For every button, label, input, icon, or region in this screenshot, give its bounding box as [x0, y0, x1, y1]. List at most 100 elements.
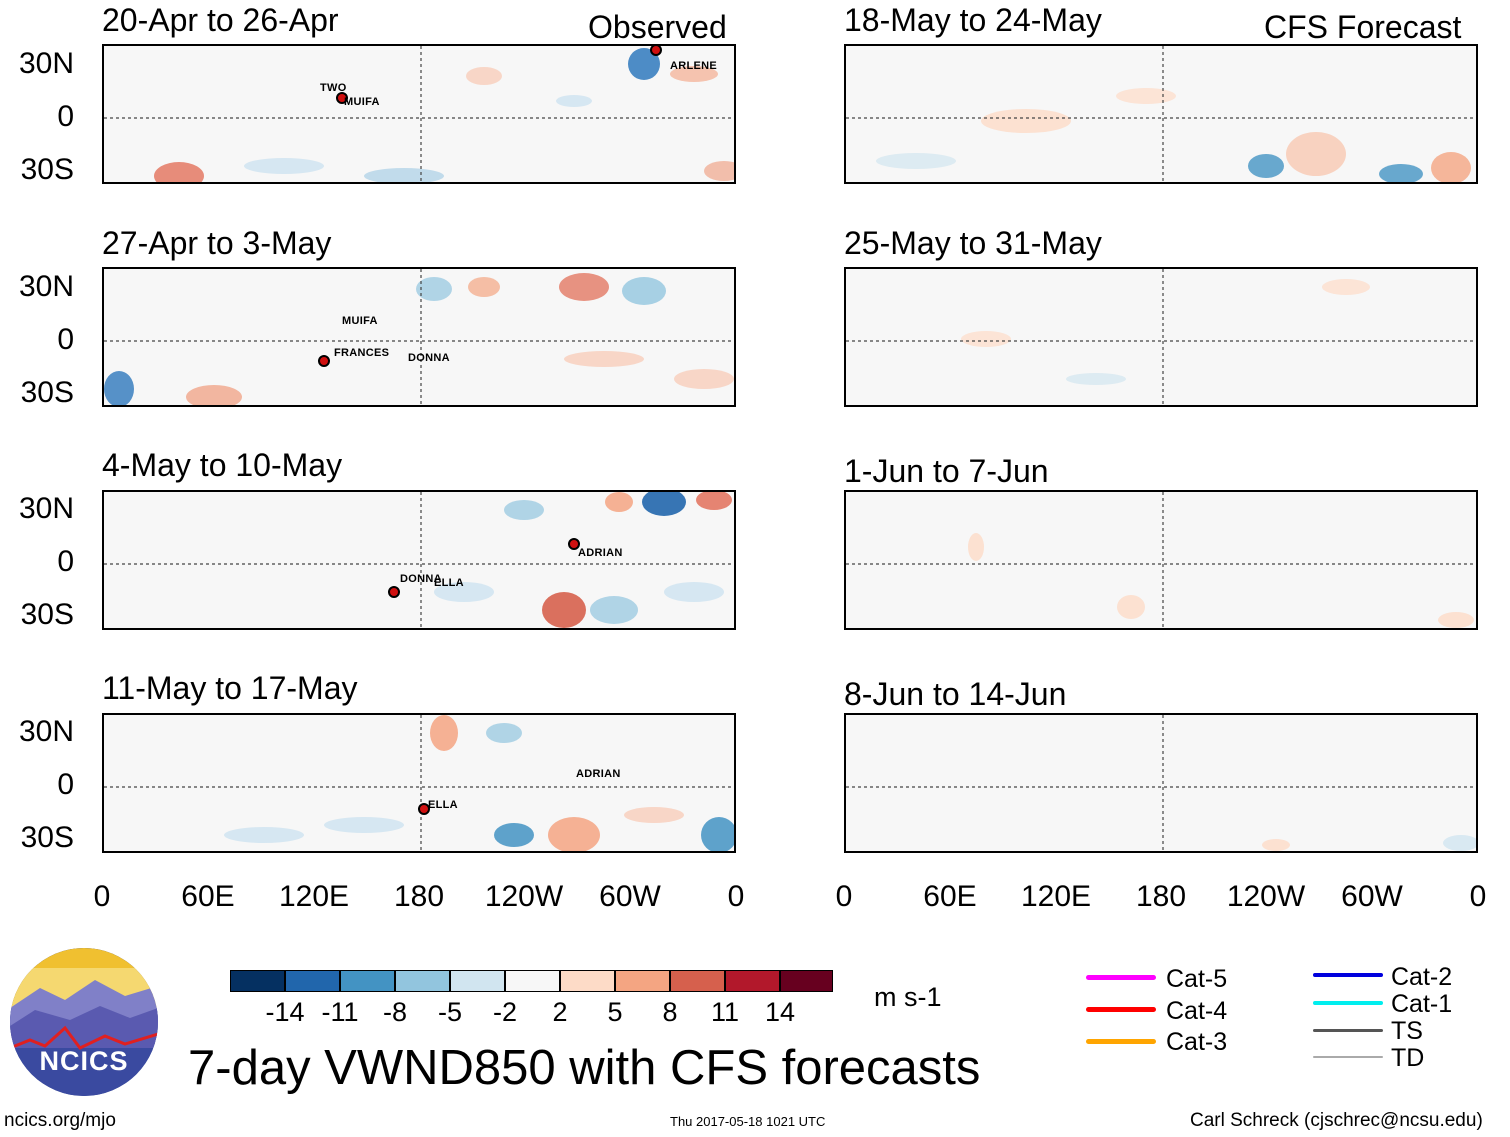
- legend-line-cat3: [1086, 1039, 1156, 1044]
- ncics-logo: NCICS: [10, 948, 158, 1096]
- observed-header: Observed: [588, 9, 727, 45]
- x-tick-180: 180: [393, 880, 445, 913]
- x-tick-120e: 120E: [278, 880, 350, 913]
- wind-anomaly-field: [104, 269, 734, 405]
- colorbar-label: 8: [662, 997, 678, 1027]
- map-panel-obs-4: ADRIAN ELLA: [102, 713, 736, 853]
- storm-label-adrian: ADRIAN: [576, 768, 621, 780]
- y-tick-0: 0: [57, 323, 74, 356]
- x-tick-60e: 60E: [181, 880, 235, 913]
- storm-marker: [418, 803, 430, 815]
- storm-marker: [650, 46, 662, 56]
- colorbar-swatch: [780, 970, 833, 992]
- colorbar-swatch: [505, 970, 560, 992]
- colorbar-swatch: [230, 970, 285, 992]
- x-tick-0: 0: [727, 880, 745, 913]
- colorbar-swatch: [395, 970, 450, 992]
- colorbar-label: 2: [552, 997, 568, 1027]
- y-tick-30n: 30N: [18, 715, 74, 748]
- colorbar-label: -11: [321, 997, 359, 1027]
- panel-title-obs-2: 27-Apr to 3-May: [102, 225, 332, 261]
- x-tick-60w: 60W: [1341, 880, 1403, 913]
- x-tick-60e: 60E: [923, 880, 977, 913]
- x-tick-120e: 120E: [1020, 880, 1092, 913]
- storm-marker: [318, 355, 330, 367]
- x-tick-60w: 60W: [599, 880, 661, 913]
- legend-line-cat1: [1313, 1001, 1383, 1005]
- storm-label-two: TWO: [320, 82, 347, 94]
- legend-label-cat1: Cat-1: [1391, 990, 1453, 1018]
- storm-label-ella: ELLA: [428, 799, 458, 811]
- forecast-header: CFS Forecast: [1264, 9, 1462, 45]
- wind-anomaly-field: [846, 715, 1476, 851]
- map-panel-fc-3: [844, 490, 1478, 630]
- storm-label-frances: FRANCES: [334, 347, 390, 359]
- storm-marker: [336, 92, 348, 104]
- x-tick-180: 180: [1135, 880, 1187, 913]
- colorbar-swatch: [725, 970, 780, 992]
- y-tick-30s: 30S: [20, 376, 74, 409]
- x-tick-0: 0: [93, 880, 111, 913]
- footer-timestamp: Thu 2017-05-18 1021 UTC: [670, 1114, 826, 1129]
- map-panel-fc-1: [844, 44, 1478, 184]
- panel-title-fc-2: 25-May to 31-May: [844, 225, 1102, 261]
- y-tick-30s: 30S: [20, 153, 74, 186]
- wind-anomaly-field: [104, 715, 734, 851]
- panel-title-fc-4: 8-Jun to 14-Jun: [844, 676, 1067, 712]
- colorbar-swatch: [340, 970, 395, 992]
- wind-anomaly-field: [104, 492, 734, 628]
- legend-line-cat5: [1086, 975, 1156, 980]
- wind-anomaly-field: [846, 46, 1476, 182]
- legend-label-cat2: Cat-2: [1391, 963, 1453, 991]
- y-tick-0: 0: [57, 545, 74, 578]
- map-panel-fc-4: [844, 713, 1478, 853]
- legend-label-cat4: Cat-4: [1166, 997, 1228, 1025]
- x-tick-120w: 120W: [484, 880, 564, 913]
- storm-label-arlene: ARLENE: [670, 60, 718, 72]
- colorbar-swatch: [450, 970, 505, 992]
- colorbar-label: 14: [764, 997, 796, 1027]
- footer-url[interactable]: ncics.org/mjo: [4, 1110, 116, 1131]
- map-panel-obs-3: ADRIAN DONNA ELLA: [102, 490, 736, 630]
- y-tick-0: 0: [57, 768, 74, 801]
- y-tick-30s: 30S: [20, 598, 74, 631]
- colorbar-label: -2: [492, 997, 517, 1027]
- colorbar-swatch: [560, 970, 615, 992]
- y-tick-30n: 30N: [18, 492, 74, 525]
- legend-label-ts: TS: [1391, 1017, 1423, 1045]
- wind-anomaly-field: [846, 492, 1476, 628]
- colorbar-label: -14: [265, 997, 305, 1027]
- panel-title-obs-4: 11-May to 17-May: [102, 670, 358, 706]
- y-tick-30n: 30N: [18, 47, 74, 80]
- panel-title-fc-1: 18-May to 24-May: [844, 2, 1102, 38]
- x-tick-120w: 120W: [1226, 880, 1306, 913]
- x-tick-0: 0: [835, 880, 853, 913]
- footer-author: Carl Schreck (cjschrec@ncsu.edu): [1190, 1110, 1483, 1131]
- colorbar-label: 11: [710, 997, 740, 1027]
- colorbar-swatch: [615, 970, 670, 992]
- colorbar-label: -5: [437, 997, 462, 1027]
- legend-label-cat3: Cat-3: [1166, 1028, 1228, 1056]
- panel-title-obs-3: 4-May to 10-May: [102, 447, 343, 483]
- y-tick-30n: 30N: [18, 270, 74, 303]
- storm-label-donna: DONNA: [408, 352, 450, 364]
- y-tick-0: 0: [57, 100, 74, 133]
- colorbar-label: -8: [382, 997, 407, 1027]
- storm-marker: [388, 586, 400, 598]
- map-panel-fc-2: [844, 267, 1478, 407]
- colorbar-swatch: [285, 970, 340, 992]
- storm-label-muifa: MUIFA: [344, 96, 380, 108]
- colorbar-label: 5: [607, 997, 623, 1027]
- logo-text: NCICS: [39, 1046, 129, 1076]
- storm-marker: [568, 538, 580, 550]
- legend-line-td: [1313, 1056, 1383, 1058]
- map-panel-obs-2: MUIFA FRANCES DONNA: [102, 267, 736, 407]
- y-tick-30s: 30S: [20, 821, 74, 854]
- legend-line-ts: [1313, 1029, 1383, 1032]
- map-panel-obs-1: TWO MUIFA ARLENE: [102, 44, 736, 184]
- legend-label-td: TD: [1391, 1044, 1425, 1072]
- legend-label-cat5: Cat-5: [1166, 965, 1228, 993]
- wind-anomaly-field: [104, 46, 734, 182]
- panel-title-fc-3: 1-Jun to 7-Jun: [844, 453, 1049, 489]
- storm-label-adrian: ADRIAN: [578, 547, 623, 559]
